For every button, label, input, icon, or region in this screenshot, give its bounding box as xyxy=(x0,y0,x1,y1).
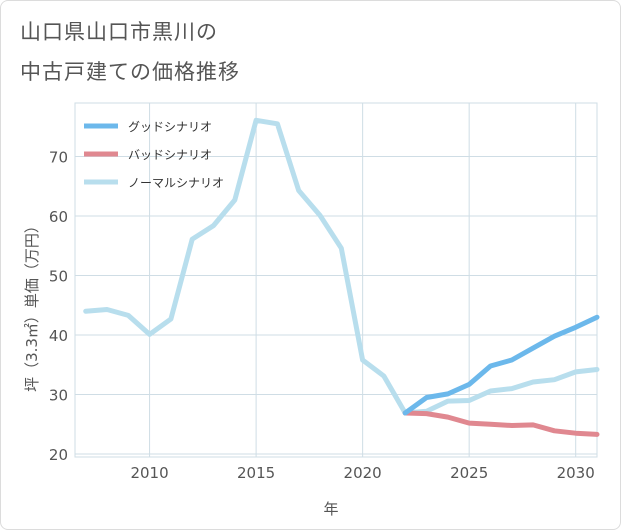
x-axis-label: 年 xyxy=(323,500,338,518)
series-line-0 xyxy=(402,314,600,416)
x-tick-label-2025: 2025 xyxy=(450,464,488,482)
series-lines xyxy=(83,117,600,437)
x-tick-label-2020: 2020 xyxy=(344,464,382,482)
legend-label-2: ノーマルシナリオ xyxy=(128,176,224,190)
y-tick-label-30: 30 xyxy=(49,387,68,405)
x-tick-label-2030: 2030 xyxy=(557,464,595,482)
y-tick-label-40: 40 xyxy=(49,327,68,345)
chart-title-line1: 山口県山口市黒川の xyxy=(20,20,218,44)
y-tick-label-50: 50 xyxy=(49,268,68,286)
series-line-2 xyxy=(83,117,600,416)
legend-label-0: グッドシナリオ xyxy=(128,120,212,134)
plot-area xyxy=(74,102,598,458)
legend-label-1: バッドシナリオ xyxy=(128,148,212,162)
y-tick-label-20: 20 xyxy=(49,446,68,464)
y-axis-label: 坪（3.3㎡）単価（万円） xyxy=(23,218,41,392)
y-tick-label-60: 60 xyxy=(49,208,68,226)
x-tick-label-2010: 2010 xyxy=(130,464,168,482)
grid-lines xyxy=(75,103,597,457)
series-line-1 xyxy=(402,410,600,437)
x-tick-label-2015: 2015 xyxy=(237,464,275,482)
y-tick-label-70: 70 xyxy=(49,149,68,167)
chart-title-line2: 中古戸建ての価格推移 xyxy=(20,60,240,84)
